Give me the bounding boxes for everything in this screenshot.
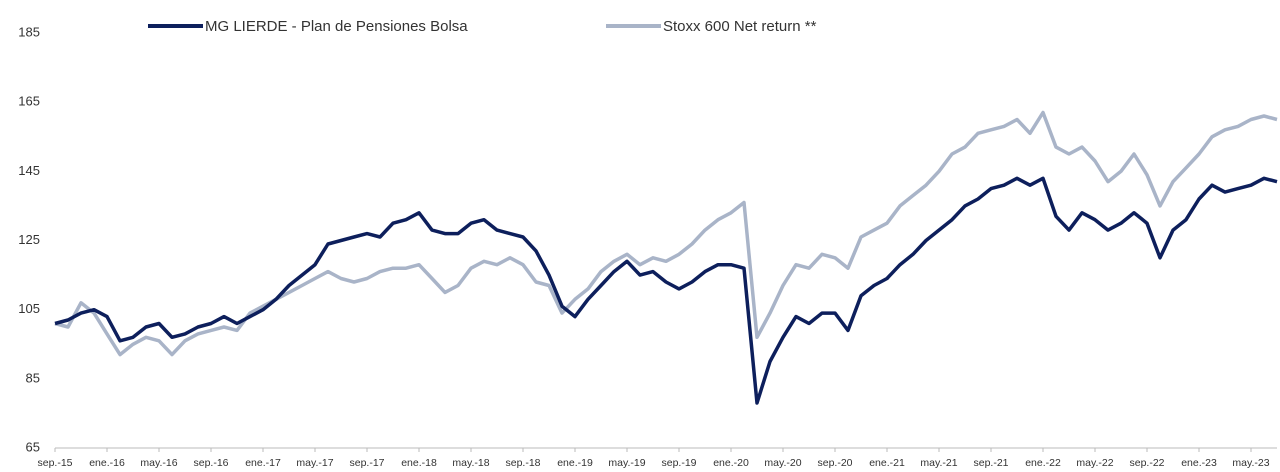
x-tick-label: may.-17	[296, 457, 333, 469]
x-tick-label: ene.-18	[401, 457, 437, 469]
x-tick-label: sep.-18	[505, 457, 540, 469]
y-tick-label: 185	[18, 24, 40, 39]
x-tick-label: ene.-16	[89, 457, 125, 469]
series-line	[54, 176, 1278, 405]
x-tick-label: may.-21	[920, 457, 957, 469]
y-tick-label: 145	[18, 163, 40, 178]
x-tick-label: sep.-15	[37, 457, 72, 469]
x-tick-label: ene.-19	[557, 457, 593, 469]
y-tick-label: 85	[26, 370, 40, 385]
y-tick-label: 105	[18, 301, 40, 316]
x-tick-label: may.-18	[452, 457, 489, 469]
legend-label: Stoxx 600 Net return **	[663, 18, 817, 35]
legend-label: MG LIERDE - Plan de Pensiones Bolsa	[205, 18, 468, 35]
series-line	[54, 110, 1278, 357]
x-tick-label: sep.-21	[973, 457, 1008, 469]
x-tick-label: sep.-17	[349, 457, 384, 469]
x-tick-label: may.-23	[1232, 457, 1269, 469]
x-tick-label: may.-20	[764, 457, 801, 469]
x-tick-label: sep.-20	[817, 457, 852, 469]
y-tick-label: 65	[26, 439, 40, 454]
x-tick-label: ene.-20	[713, 457, 749, 469]
x-tick-label: may.-19	[608, 457, 645, 469]
x-tick-label: ene.-21	[869, 457, 905, 469]
x-tick-label: sep.-22	[1129, 457, 1164, 469]
x-tick-label: ene.-17	[245, 457, 281, 469]
x-tick-label: ene.-22	[1025, 457, 1061, 469]
y-tick-label: 165	[18, 94, 40, 109]
x-tick-label: ene.-23	[1181, 457, 1217, 469]
x-tick-label: may.-22	[1076, 457, 1113, 469]
x-tick-label: sep.-16	[193, 457, 228, 469]
x-tick-label: sep.-19	[661, 457, 696, 469]
y-tick-label: 125	[18, 232, 40, 247]
x-tick-label: may.-16	[140, 457, 177, 469]
